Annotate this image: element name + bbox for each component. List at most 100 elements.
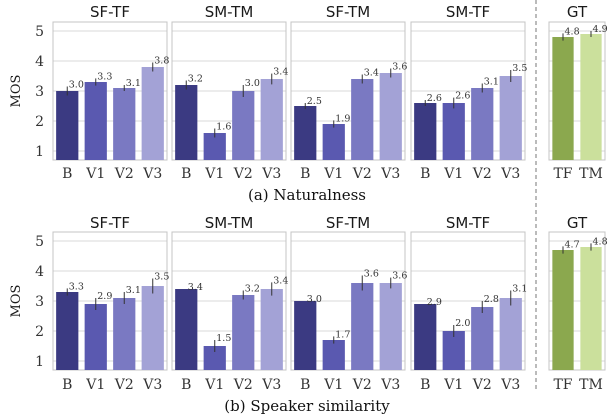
panel-title: SM-TM [205,214,254,232]
bar [414,304,437,370]
bar [580,34,602,160]
bar [379,283,402,370]
panel-title: SM-TF [446,3,490,21]
bar [351,283,374,370]
x-tick-label: V1 [204,377,224,393]
bar [294,106,317,160]
data-label: 4.8 [593,236,608,247]
panel-frame [52,21,168,161]
data-label: 3.5 [512,63,527,74]
data-label: 3.3 [69,281,84,292]
bar [175,85,198,160]
x-tick-label: V3 [261,166,281,182]
x-tick-label: V2 [472,166,492,182]
data-label: 3.6 [392,62,407,73]
data-label: 4.9 [593,24,608,35]
panel-title: SF-TM [326,3,370,21]
x-tick-label: B [300,377,310,393]
bar [232,91,255,160]
bar [260,79,283,160]
x-tick-label: V3 [142,377,162,393]
x-tick-label: B [300,166,310,182]
x-tick-label: TM [579,377,603,393]
x-tick-label: V2 [114,377,134,393]
data-label: 3.4 [273,67,288,78]
data-label: 3.8 [154,56,169,67]
data-label: 3.0 [69,80,84,91]
x-tick-label: V3 [142,166,162,182]
bar [113,298,136,370]
y-tick-label: 4 [35,264,44,280]
panel-title: SM-TM [205,3,254,21]
bar [552,37,574,160]
caption-naturalness: (a) Naturalness [248,186,366,204]
y-tick-label: 1 [35,144,44,160]
data-label: 1.9 [335,113,350,124]
data-label: 3.2 [188,74,203,85]
data-label: 3.5 [154,272,169,283]
x-tick-label: V1 [443,166,463,182]
x-tick-label: V2 [114,166,134,182]
y-tick-label: 5 [35,234,44,250]
bar [113,88,136,160]
panel-title: SF-TF [90,214,130,232]
x-tick-label: V1 [85,377,105,393]
bar [322,340,345,370]
x-tick-label: V2 [352,166,372,182]
x-tick-label: B [181,377,191,393]
x-tick-label: V2 [233,377,253,393]
data-label: 2.5 [307,96,322,107]
x-tick-label: V3 [500,377,520,393]
data-label: 1.6 [216,122,231,133]
bar [203,346,226,370]
x-tick-label: V2 [472,377,492,393]
bar [499,298,522,370]
bar [580,247,602,370]
panel-frame [290,231,406,371]
bar [84,82,107,160]
x-tick-label: V1 [323,377,343,393]
bar [56,91,79,160]
x-tick-label: B [181,166,191,182]
y-tick-label: 2 [35,114,44,130]
bar [322,124,345,160]
y-tick-label: 1 [35,354,44,370]
bar [351,79,374,160]
y-tick-label: 3 [35,84,44,100]
x-tick-label: V1 [204,166,224,182]
data-label: 3.6 [392,271,407,282]
data-label: 2.9 [97,291,112,302]
panel-title: SF-TF [90,3,130,21]
panel-title: SM-TF [446,214,490,232]
data-label: 3.1 [126,78,141,89]
data-label: 3.1 [126,285,141,296]
data-label: 3.1 [512,284,527,295]
bar [84,304,107,370]
x-tick-label: TF [553,166,572,182]
x-tick-label: V3 [380,166,400,182]
bar [203,133,226,160]
x-tick-label: B [420,377,430,393]
x-tick-label: TF [553,377,572,393]
panel-frame [171,21,287,161]
data-label: 3.4 [188,282,203,293]
data-label: 3.2 [245,284,260,295]
speaker-similarity-row: MOS 1 2 3 4 5 SF-TF 3.3 B 2.9 V1 3.1 V2 3.5 V3 SM-TM 3.4… [9,214,608,393]
naturalness-row: MOS 1 2 3 4 5 SF-TF 3.0 B 3.3 V1 3.1 V2 3.8 V3 SM-TM 3.2… [9,3,608,182]
x-tick-label: V3 [261,377,281,393]
panel-title: GT [567,214,588,232]
x-tick-label: V3 [380,377,400,393]
panel-frame [410,231,526,371]
data-label: 2.6 [427,93,442,104]
y-axis-label: MOS [9,285,24,318]
y-tick-label: 5 [35,24,44,40]
x-tick-label: V1 [323,166,343,182]
panel-frame [171,231,287,371]
data-label: 3.6 [364,269,379,280]
bar [499,76,522,160]
x-tick-label: V2 [352,377,372,393]
x-tick-label: V3 [500,166,520,182]
data-label: 4.8 [565,26,580,37]
bar [442,331,465,370]
x-tick-label: B [62,377,72,393]
